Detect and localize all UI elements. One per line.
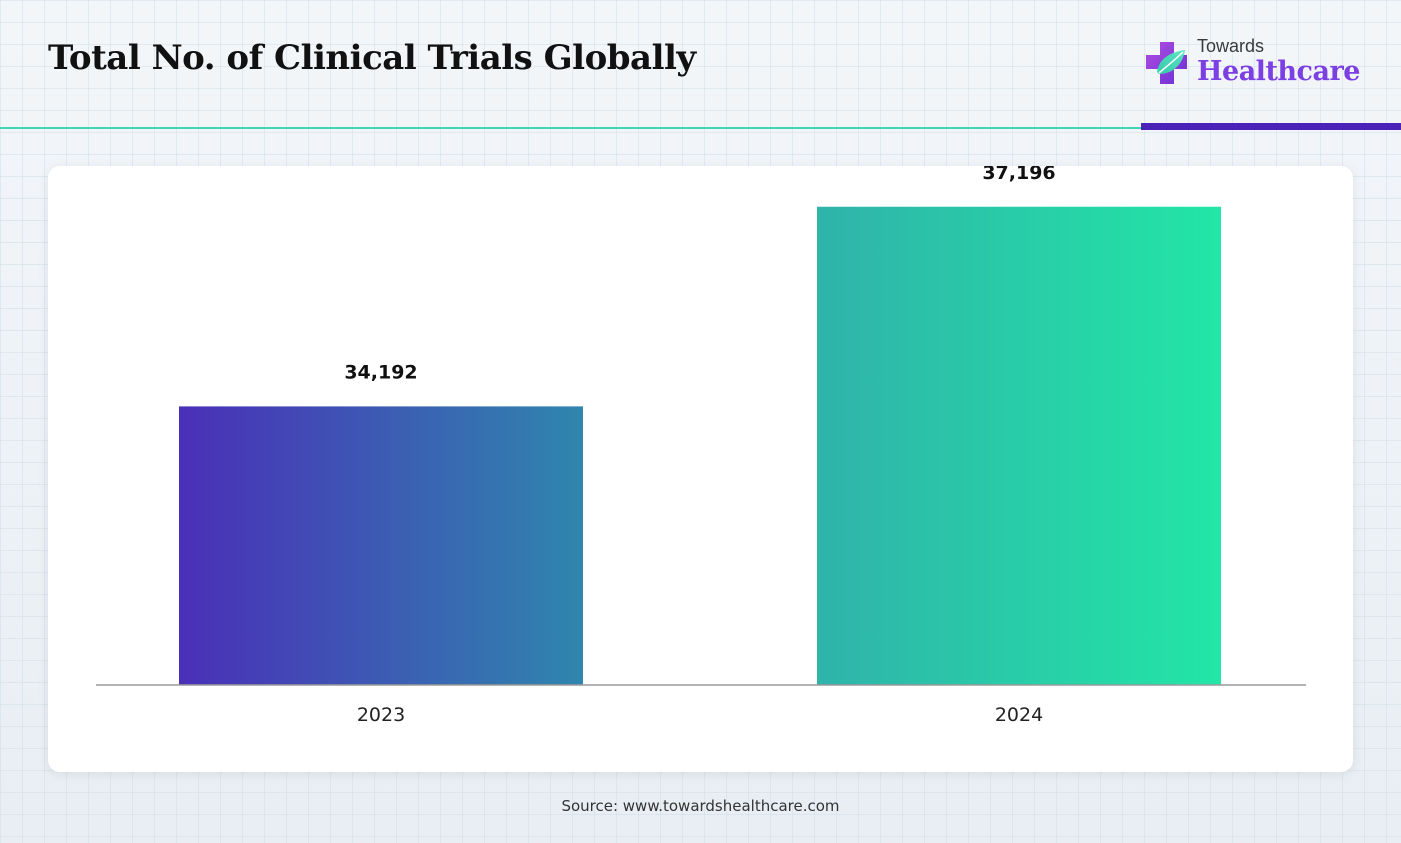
- bar-2024: [817, 206, 1221, 685]
- bar-2023: [179, 406, 583, 685]
- page-title: Total No. of Clinical Trials Globally: [48, 38, 696, 78]
- medical-cross-leaf-icon: [1146, 42, 1187, 84]
- data-label-2024: 37,196: [982, 166, 1055, 184]
- header-divider-teal: [0, 127, 1141, 129]
- source-note: Source: www.towardshealthcare.com: [561, 797, 840, 815]
- data-label-2023: 34,192: [344, 361, 417, 383]
- logo-text-healthcare: Healthcare: [1197, 56, 1360, 87]
- x-tick-label-2024: 2024: [995, 704, 1043, 726]
- bar-chart: 34,192 2023 37,196 2024: [96, 166, 1306, 726]
- brand-logo: Towards Healthcare: [1143, 36, 1363, 96]
- logo-text-towards: Towards: [1197, 36, 1265, 56]
- header-divider-purple: [1141, 123, 1401, 130]
- chart-card: 34,192 2023 37,196 2024: [48, 166, 1353, 772]
- x-tick-label-2023: 2023: [357, 704, 405, 726]
